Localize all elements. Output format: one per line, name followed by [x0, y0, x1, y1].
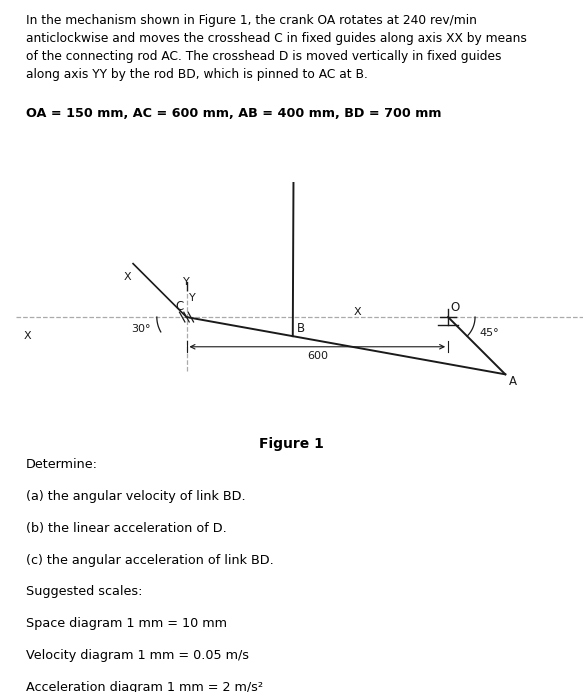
Text: Space diagram 1 mm = 10 mm: Space diagram 1 mm = 10 mm — [26, 617, 227, 630]
Text: (b) the linear acceleration of D.: (b) the linear acceleration of D. — [26, 522, 227, 535]
Text: OA = 150 mm, AC = 600 mm, AB = 400 mm, BD = 700 mm: OA = 150 mm, AC = 600 mm, AB = 400 mm, B… — [26, 107, 442, 120]
Text: C: C — [175, 300, 184, 313]
Text: X: X — [124, 272, 132, 282]
Text: Suggested scales:: Suggested scales: — [26, 585, 143, 599]
Text: O: O — [450, 301, 459, 314]
Text: X: X — [354, 307, 361, 317]
Text: Figure 1: Figure 1 — [259, 437, 324, 451]
Text: In the mechanism shown in Figure 1, the crank OA rotates at 240 rev/min
anticloc: In the mechanism shown in Figure 1, the … — [26, 14, 527, 81]
Text: 30°: 30° — [131, 324, 150, 334]
Text: Determine:: Determine: — [26, 458, 98, 471]
Text: Acceleration diagram 1 mm = 2 m/s²: Acceleration diagram 1 mm = 2 m/s² — [26, 681, 264, 692]
Text: 600: 600 — [307, 351, 328, 361]
Text: A: A — [508, 376, 517, 388]
Text: Y: Y — [183, 277, 190, 287]
Text: (c) the angular acceleration of link BD.: (c) the angular acceleration of link BD. — [26, 554, 274, 567]
Text: X: X — [23, 331, 31, 341]
Text: Y: Y — [189, 293, 196, 303]
Text: 45°: 45° — [479, 328, 499, 338]
Text: B: B — [297, 322, 305, 335]
Text: (a) the angular velocity of link BD.: (a) the angular velocity of link BD. — [26, 490, 246, 503]
Text: Velocity diagram 1 mm = 0.05 m/s: Velocity diagram 1 mm = 0.05 m/s — [26, 649, 250, 662]
